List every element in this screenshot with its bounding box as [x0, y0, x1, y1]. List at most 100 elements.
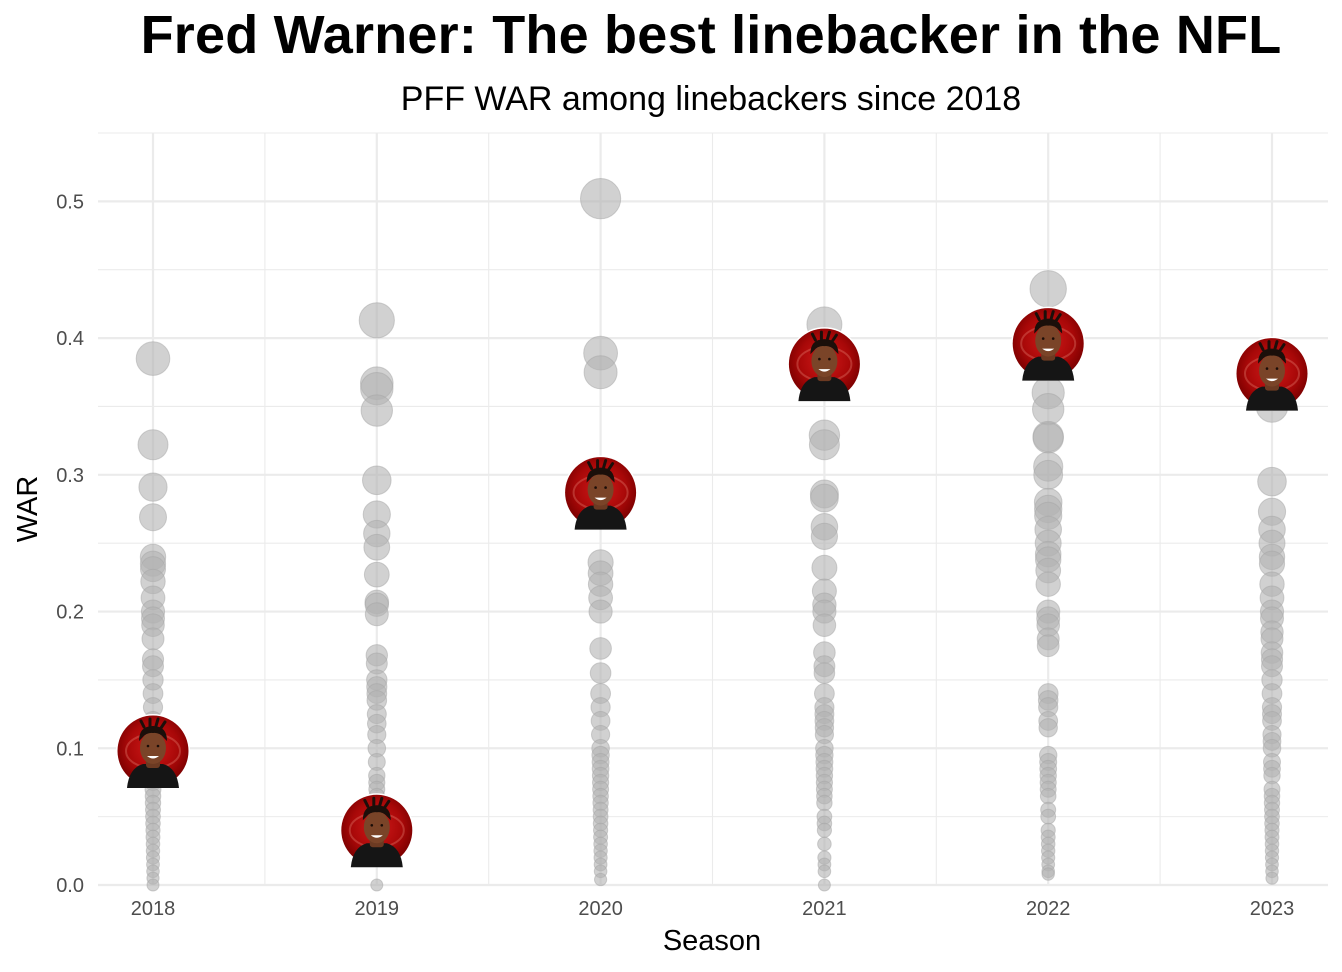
- face: [363, 811, 390, 844]
- x-tick-label: 2021: [802, 898, 847, 920]
- data-point: [588, 599, 613, 624]
- y-axis-title: WAR: [12, 476, 44, 543]
- data-point: [138, 472, 168, 502]
- hair: [810, 339, 839, 355]
- eye: [380, 824, 384, 827]
- data-point: [364, 602, 389, 627]
- x-axis-title: Season: [663, 925, 761, 957]
- data-point: [808, 429, 840, 461]
- data-point: [589, 662, 612, 684]
- hair: [139, 726, 167, 741]
- shirt: [1246, 386, 1298, 411]
- highlight-point: [1235, 336, 1309, 411]
- data-point: [1032, 392, 1065, 426]
- data-point: [817, 878, 831, 892]
- y-tick-label: 0.2: [56, 602, 84, 624]
- grid-lines: [98, 132, 1328, 887]
- shirt: [350, 843, 403, 868]
- fred-warner-headshot-icon: [350, 796, 403, 868]
- eye: [1051, 337, 1055, 340]
- shirt: [574, 505, 627, 530]
- data-point: [813, 662, 836, 684]
- data-point: [363, 533, 391, 561]
- y-tick-label: 0.1: [56, 738, 84, 760]
- data-point: [810, 483, 839, 513]
- data-point: [139, 503, 167, 532]
- eye: [604, 486, 607, 489]
- fred-warner-headshot-icon: [1022, 310, 1075, 381]
- axes: 0.0 0.1 0.2 0.3 0.4 0.5 2018 2019 2020 2021 2022 20…: [12, 191, 1294, 957]
- x-tick-label: 2022: [1026, 898, 1071, 920]
- fred-warner-headshot-icon: [127, 717, 179, 788]
- hair: [586, 467, 615, 483]
- chart-subtitle: PFF WAR among linebackers since 2018: [400, 80, 1022, 118]
- fred-warner-headshot-icon: [798, 330, 851, 402]
- shirt: [798, 377, 851, 402]
- data-point: [816, 822, 833, 838]
- x-tick-label: 2023: [1250, 898, 1295, 920]
- data-point: [1035, 571, 1061, 597]
- eye: [818, 357, 821, 361]
- highlight-point: [1011, 306, 1086, 381]
- hair-twists: [810, 330, 838, 343]
- data-point: [141, 627, 165, 651]
- smile: [818, 369, 831, 372]
- data-point: [1032, 422, 1064, 454]
- fred-warner-headshot-icon: [574, 459, 627, 530]
- data-point: [1040, 808, 1057, 825]
- data-point: [811, 554, 838, 581]
- x-tick-label: 2019: [355, 898, 400, 920]
- smile: [370, 835, 383, 838]
- data-point: [589, 637, 612, 660]
- data-point: [594, 872, 608, 887]
- data-point: [1039, 787, 1057, 805]
- data-point: [1036, 634, 1060, 658]
- hair-twists: [363, 796, 391, 809]
- smile: [147, 756, 159, 759]
- data-point: [1257, 466, 1287, 497]
- eye: [1265, 367, 1269, 370]
- data-point: [135, 341, 171, 376]
- face: [1259, 354, 1285, 387]
- smile: [594, 497, 607, 501]
- data-point: [146, 878, 160, 892]
- data-point: [370, 878, 384, 892]
- data-point: [1038, 718, 1058, 738]
- y-tick-label: 0.4: [56, 328, 84, 350]
- eye: [1275, 367, 1279, 370]
- hair: [1034, 318, 1063, 334]
- data-point: [816, 794, 833, 812]
- x-tick-label: 2018: [131, 898, 176, 920]
- data-point: [812, 613, 837, 638]
- highlight-point: [563, 455, 638, 530]
- data-point: [583, 355, 618, 390]
- data-point: [1033, 459, 1064, 490]
- data-point: [137, 429, 169, 461]
- y-tick-label: 0.0: [56, 875, 84, 897]
- data-point: [817, 864, 832, 879]
- data-point: [1029, 270, 1067, 308]
- data-point: [810, 522, 839, 550]
- hair-twists: [587, 459, 615, 472]
- eye: [828, 357, 831, 361]
- highlight-point: [116, 714, 190, 788]
- shirt: [127, 764, 179, 788]
- smile: [1266, 378, 1278, 382]
- data-point: [1041, 867, 1055, 881]
- eye: [594, 486, 597, 489]
- hair-twists: [1258, 340, 1286, 353]
- x-tick-label: 2020: [578, 898, 623, 920]
- hair: [1258, 348, 1286, 364]
- highlight-point: [787, 327, 862, 402]
- eye: [146, 744, 150, 748]
- data-point: [817, 836, 832, 852]
- hair-twists: [139, 717, 167, 730]
- data-point: [362, 465, 392, 496]
- y-tick-label: 0.5: [56, 191, 84, 213]
- fred-warner-headshot-icon: [1246, 340, 1298, 411]
- eye: [156, 744, 160, 748]
- eye: [370, 824, 374, 827]
- data-point: [580, 178, 622, 220]
- hair-twists: [1034, 310, 1062, 323]
